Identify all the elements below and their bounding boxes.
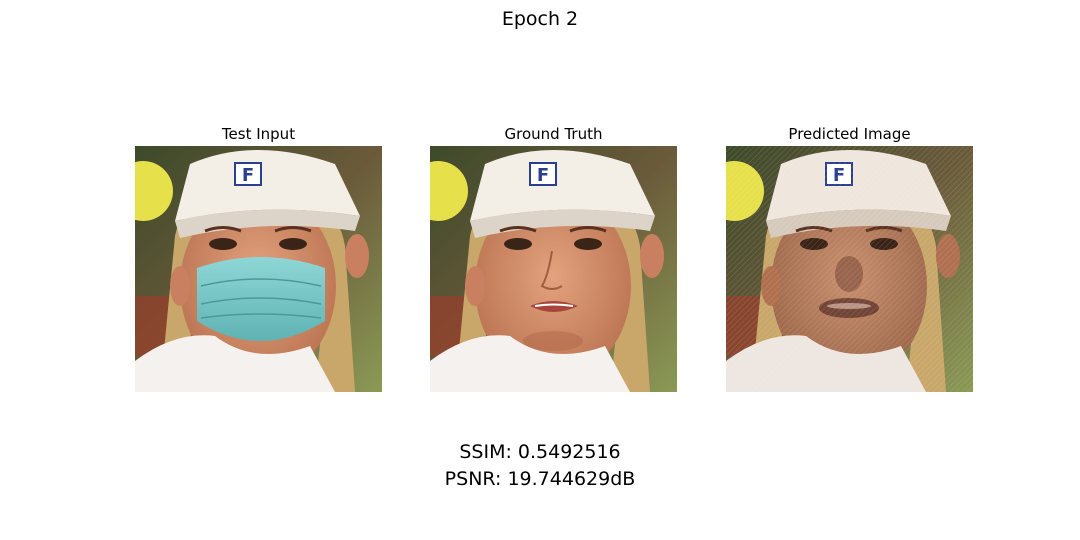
predicted-image: F (726, 146, 973, 392)
ssim-metric: SSIM: 0.5492516 (459, 441, 621, 463)
figure-suptitle: Epoch 2 (501, 8, 579, 30)
panel-title-ground-truth: Ground Truth (504, 125, 603, 143)
test-input-image: F (135, 146, 382, 392)
psnr-metric: PSNR: 19.744629dB (444, 468, 636, 490)
ground-truth-image: F (430, 146, 677, 392)
cap-logo-2: F (537, 165, 549, 186)
cap-logo-1: F (242, 165, 254, 186)
panel-title-predicted: Predicted Image (788, 125, 911, 143)
panel-title-test-input: Test Input (221, 125, 296, 143)
